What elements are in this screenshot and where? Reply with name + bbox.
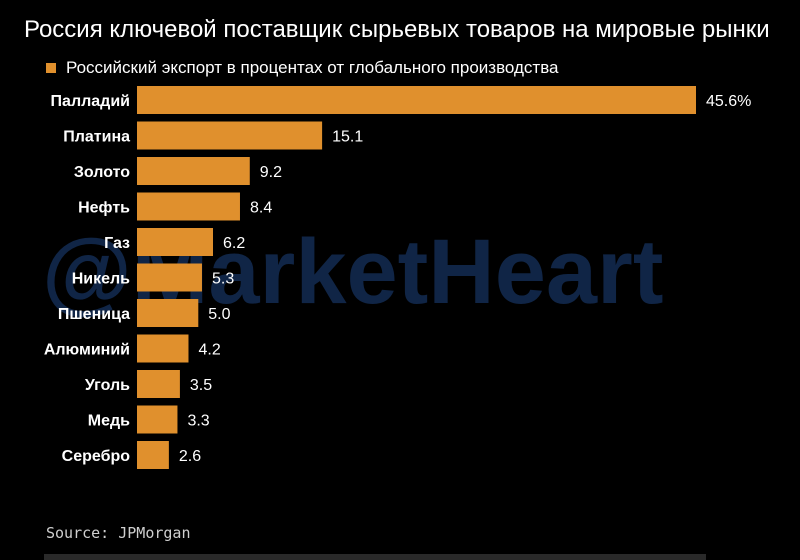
chart-title: Россия ключевой поставщик сырьевых товар… (24, 16, 770, 43)
category-label: Никель (72, 271, 130, 288)
value-label: 8.4 (250, 200, 272, 217)
bar-1 (137, 121, 323, 150)
bar-5 (137, 263, 202, 292)
watermark: @MarketHeart (42, 221, 664, 323)
value-label: 3.3 (187, 413, 209, 430)
category-label: Платина (63, 129, 130, 146)
category-label: Газ (104, 235, 130, 252)
bar-0 (137, 86, 696, 114)
value-label: 45.6% (706, 93, 751, 110)
category-label: Уголь (85, 377, 130, 394)
category-label: Медь (88, 413, 130, 430)
category-label: Алюминий (44, 342, 130, 359)
value-label: 15.1 (332, 129, 363, 146)
category-label: Нефть (78, 200, 130, 217)
value-label: 6.2 (223, 235, 245, 252)
legend: Российский экспорт в процентах от глобал… (46, 58, 559, 78)
bottom-strip (44, 554, 706, 560)
bar-2 (137, 157, 250, 185)
value-label: 5.0 (208, 306, 230, 323)
bar-8 (137, 370, 180, 398)
source-note: Source: JPMorgan (46, 524, 191, 542)
category-label: Палладий (51, 93, 130, 110)
bar-9 (137, 405, 178, 434)
value-label: 9.2 (260, 164, 282, 181)
value-label: 4.2 (198, 342, 220, 359)
bars-group: Палладий 45.6% Платина 15.1 Золото 9.2 Нефть 8.… (44, 86, 751, 469)
bar-7 (137, 334, 189, 363)
category-label: Серебро (62, 448, 131, 465)
category-label: Золото (74, 164, 130, 181)
category-label: Пшеница (58, 306, 130, 323)
value-label: 2.6 (179, 448, 201, 465)
legend-swatch (46, 63, 56, 73)
legend-label: Российский экспорт в процентах от глобал… (66, 58, 559, 77)
bar-10 (137, 441, 169, 469)
bar-3 (137, 192, 240, 221)
bar-4 (137, 228, 214, 256)
value-label: 3.5 (190, 377, 212, 394)
value-label: 5.3 (212, 271, 234, 288)
bar-6 (137, 299, 199, 327)
